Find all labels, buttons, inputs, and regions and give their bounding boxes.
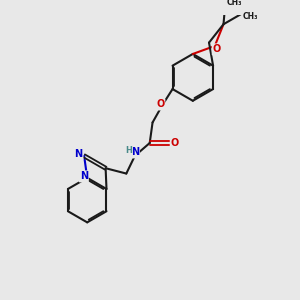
Text: N: N — [131, 147, 139, 158]
Text: CH₃: CH₃ — [227, 0, 242, 7]
Text: O: O — [156, 100, 164, 110]
Text: O: O — [171, 138, 179, 148]
Text: N: N — [74, 149, 83, 159]
Text: H: H — [125, 146, 132, 155]
Text: N: N — [80, 171, 88, 182]
Text: O: O — [213, 44, 221, 54]
Text: CH₃: CH₃ — [242, 12, 258, 21]
